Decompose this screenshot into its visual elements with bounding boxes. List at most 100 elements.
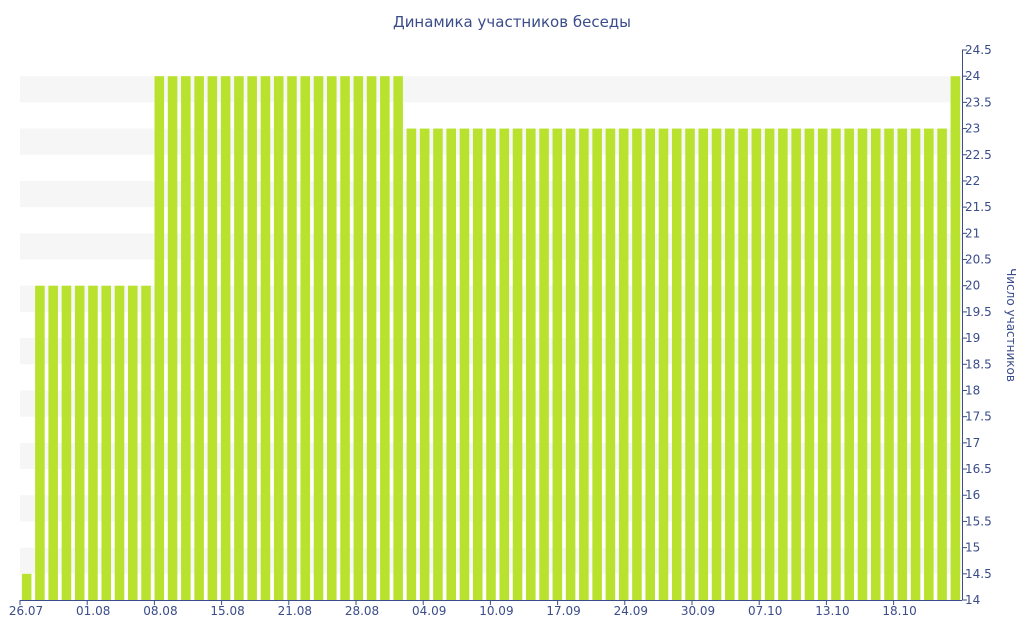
bar-21	[287, 76, 297, 600]
bar-34	[459, 128, 470, 601]
bar-15	[207, 76, 218, 600]
y-tick-label: 16.5	[965, 462, 992, 476]
y-tick-label: 20	[965, 279, 980, 293]
bar-59	[791, 128, 801, 601]
y-tick-label: 15	[965, 541, 980, 555]
y-tick-label: 21	[965, 226, 980, 240]
y-tick-label: 19.5	[965, 305, 992, 319]
bar-13	[181, 76, 191, 600]
y-tick-label: 14	[965, 593, 980, 607]
x-tick-label: 17.09	[546, 604, 580, 618]
bar-44	[592, 128, 602, 601]
bar-27	[366, 76, 377, 600]
x-tick-label: 13.10	[815, 604, 849, 618]
bar-11	[154, 76, 165, 600]
bar-67	[897, 128, 908, 601]
bar-57	[764, 128, 775, 601]
bar-49	[658, 128, 669, 601]
y-tick-label: 20.5	[965, 253, 992, 267]
bar-71	[950, 76, 961, 600]
bar-39	[526, 128, 536, 601]
bar-43	[579, 128, 589, 601]
bar-2	[35, 285, 45, 600]
x-tick-label: 08.08	[143, 604, 177, 618]
bar-4	[61, 285, 72, 600]
bar-48	[645, 128, 655, 601]
y-tick-label: 23	[965, 122, 980, 136]
bar-37	[499, 128, 510, 601]
y-tick-label: 21.5	[965, 200, 992, 214]
bar-9	[127, 285, 138, 600]
x-tick-label: 28.08	[345, 604, 379, 618]
x-tick-label: 26.07	[9, 604, 43, 618]
y-tick-label: 22.5	[965, 148, 992, 162]
bar-23	[313, 76, 324, 600]
bar-8	[114, 285, 125, 600]
bar-38	[512, 128, 523, 601]
y-tick-label: 22	[965, 174, 980, 188]
bar-28	[380, 76, 390, 600]
y-tick-label: 14.5	[965, 567, 992, 581]
bar-56	[751, 128, 762, 601]
bar-53	[711, 128, 722, 601]
x-tick-label: 21.08	[278, 604, 312, 618]
bar-36	[486, 128, 496, 601]
bar-58	[778, 128, 788, 601]
bar-52	[698, 128, 709, 601]
bar-31	[419, 128, 430, 601]
bar-61	[817, 128, 828, 601]
bar-33	[446, 128, 456, 601]
x-tick-label: 01.08	[76, 604, 110, 618]
y-tick-label: 24	[965, 69, 980, 83]
bar-20	[273, 76, 284, 600]
bar-62	[831, 128, 841, 601]
bar-19	[260, 76, 271, 600]
chart-title: Динамика участников беседы	[392, 13, 632, 31]
bar-55	[738, 128, 748, 601]
bar-69	[924, 128, 934, 601]
x-tick-label: 18.10	[882, 604, 916, 618]
bar-1	[21, 573, 32, 600]
bar-24	[327, 76, 337, 600]
x-tick-label: 15.08	[210, 604, 244, 618]
bar-45	[605, 128, 616, 601]
bar-6	[88, 285, 98, 600]
bar-47	[632, 128, 642, 601]
bar-14	[194, 76, 204, 600]
bar-30	[406, 128, 417, 601]
bar-3	[48, 285, 58, 600]
bar-7	[101, 285, 112, 600]
bar-41	[552, 128, 563, 601]
y-tick-label: 18.5	[965, 357, 992, 371]
bar-5	[74, 285, 85, 600]
bar-54	[725, 128, 735, 601]
y-tick-label: 18	[965, 383, 980, 397]
bar-50	[671, 128, 682, 601]
bar-16	[220, 76, 231, 600]
bar-12	[167, 76, 178, 600]
bar-42	[565, 128, 576, 601]
bar-22	[300, 76, 311, 600]
bar-63	[844, 128, 855, 601]
x-tick-label: 07.10	[748, 604, 782, 618]
bar-60	[804, 128, 815, 601]
y-tick-label: 17.5	[965, 410, 992, 424]
bar-25	[340, 76, 350, 600]
bar-46	[618, 128, 629, 601]
x-tick-label: 10.09	[479, 604, 513, 618]
bar-40	[539, 128, 549, 601]
bar-18	[247, 76, 257, 600]
bar-66	[884, 128, 894, 601]
x-tick-label: 30.09	[681, 604, 715, 618]
y-tick-label: 24.5	[965, 43, 992, 57]
y-tick-label: 17	[965, 436, 980, 450]
bar-70	[937, 128, 947, 601]
y-axis-title: Число участников	[1004, 268, 1018, 382]
bar-51	[685, 128, 695, 601]
x-tick-label: 24.09	[614, 604, 648, 618]
y-tick-label: 23.5	[965, 95, 992, 109]
x-tick-label: 04.09	[412, 604, 446, 618]
bar-10	[141, 285, 151, 600]
bar-64	[857, 128, 868, 601]
